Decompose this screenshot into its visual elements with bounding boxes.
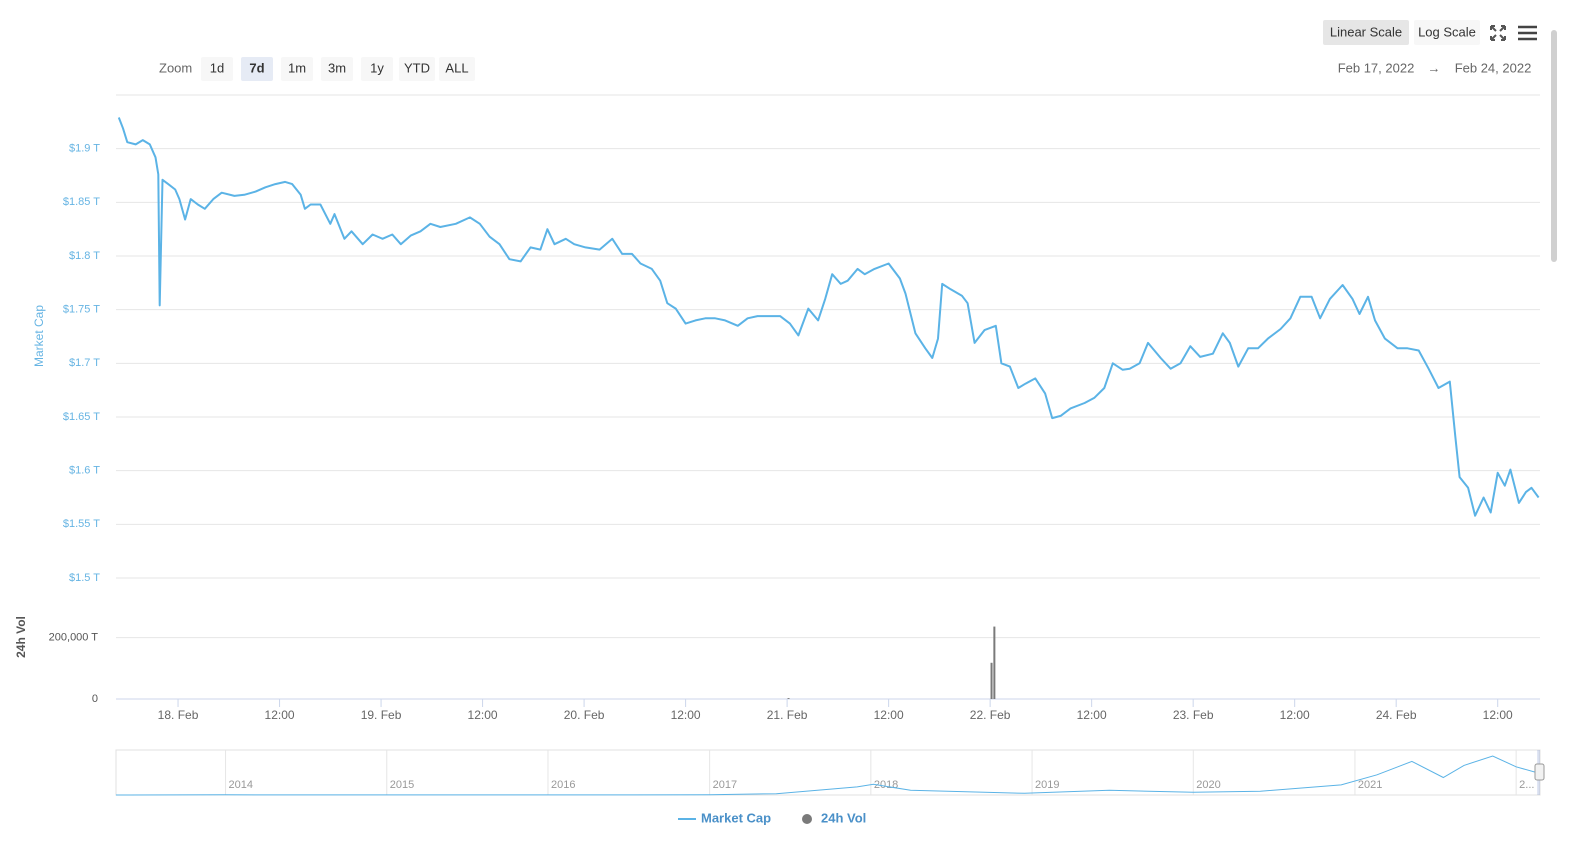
- y-tick-label: $1.55 T: [63, 518, 100, 530]
- navigator-line: [115, 755, 1541, 796]
- volume-bar: [787, 698, 790, 699]
- y-tick-label: $1.8 T: [69, 250, 100, 262]
- x-tick-label: 12:00: [1077, 708, 1107, 722]
- navigator-frame: [115, 749, 1541, 796]
- scrollbar[interactable]: [1551, 30, 1557, 262]
- legend-dot: [802, 814, 812, 824]
- x-tick-label: 20. Feb: [564, 708, 605, 722]
- x-tick-label: 12:00: [1280, 708, 1310, 722]
- y2-axis-title: 24h Vol: [14, 616, 28, 658]
- menu-icon[interactable]: [1518, 25, 1537, 41]
- navigator-tick-label: 2020: [1196, 779, 1220, 791]
- scale-button-bg[interactable]: [1323, 20, 1409, 45]
- navigator-tick-label: 2015: [390, 779, 414, 791]
- x-tick-label: 12:00: [1483, 708, 1513, 722]
- x-tick-label: 22. Feb: [970, 708, 1011, 722]
- x-tick-label: 12:00: [468, 708, 498, 722]
- zoom-button-bg[interactable]: [241, 57, 273, 81]
- zoom-button-bg[interactable]: [361, 57, 393, 81]
- y2-tick-label: 200,000 T: [49, 632, 99, 644]
- x-tick-label: 12:00: [671, 708, 701, 722]
- navigator-tick-label: 2...: [1519, 779, 1534, 791]
- y-tick-label: $1.85 T: [63, 196, 100, 208]
- navigator-tick-label: 2014: [229, 779, 253, 791]
- y-tick-label: $1.9 T: [69, 143, 100, 155]
- x-tick-label: 23. Feb: [1173, 708, 1214, 722]
- market-cap-line: [117, 117, 1540, 517]
- navigator-handle[interactable]: [1534, 763, 1545, 781]
- x-tick-label: 18. Feb: [158, 708, 199, 722]
- fullscreen-icon[interactable]: [1490, 25, 1506, 41]
- y-tick-label: $1.6 T: [69, 465, 100, 477]
- scale-button-bg[interactable]: [1414, 20, 1480, 45]
- navigator-tick-label: 2018: [874, 779, 898, 791]
- volume-bar: [990, 662, 993, 699]
- x-tick-label: 21. Feb: [767, 708, 808, 722]
- zoom-button-bg[interactable]: [399, 57, 435, 81]
- range-separator: →: [1428, 60, 1441, 75]
- y-tick-label: $1.65 T: [63, 411, 100, 423]
- y-axis-title: Market Cap: [32, 305, 46, 367]
- range-from: Feb 17, 2022: [1338, 60, 1415, 75]
- navigator-tick-label: 2016: [551, 779, 575, 791]
- zoom-label: Zoom: [159, 60, 192, 75]
- range-to: Feb 24, 2022: [1455, 60, 1532, 75]
- legend-label[interactable]: 24h Vol: [821, 810, 866, 825]
- navigator-tick-label: 2019: [1035, 779, 1059, 791]
- scale-button[interactable]: Linear Scale: [1330, 24, 1402, 39]
- zoom-button-bg[interactable]: [321, 57, 353, 81]
- legend-label[interactable]: Market Cap: [701, 810, 771, 825]
- x-tick-label: 19. Feb: [361, 708, 402, 722]
- zoom-button[interactable]: 1m: [288, 60, 306, 75]
- zoom-button-bg[interactable]: [281, 57, 313, 81]
- zoom-button[interactable]: 1d: [210, 60, 224, 75]
- y-tick-label: $1.5 T: [69, 572, 100, 584]
- zoom-button-bg[interactable]: [439, 57, 475, 81]
- y-tick-label: $1.7 T: [69, 357, 100, 369]
- navigator-tick-label: 2017: [713, 779, 737, 791]
- zoom-button[interactable]: 1y: [370, 60, 384, 75]
- zoom-button-bg[interactable]: [201, 57, 233, 81]
- y2-tick-label: 0: [92, 693, 98, 705]
- scale-button[interactable]: Log Scale: [1418, 24, 1476, 39]
- zoom-button[interactable]: 7d: [249, 60, 264, 75]
- x-tick-label: 12:00: [874, 708, 904, 722]
- navigator-tick-label: 2021: [1358, 779, 1382, 791]
- zoom-button[interactable]: 3m: [328, 60, 346, 75]
- y-tick-label: $1.75 T: [63, 304, 100, 316]
- zoom-button[interactable]: YTD: [404, 60, 430, 75]
- volume-bar: [993, 626, 996, 699]
- x-tick-label: 12:00: [265, 708, 295, 722]
- x-tick-label: 24. Feb: [1376, 708, 1417, 722]
- zoom-button[interactable]: ALL: [445, 60, 468, 75]
